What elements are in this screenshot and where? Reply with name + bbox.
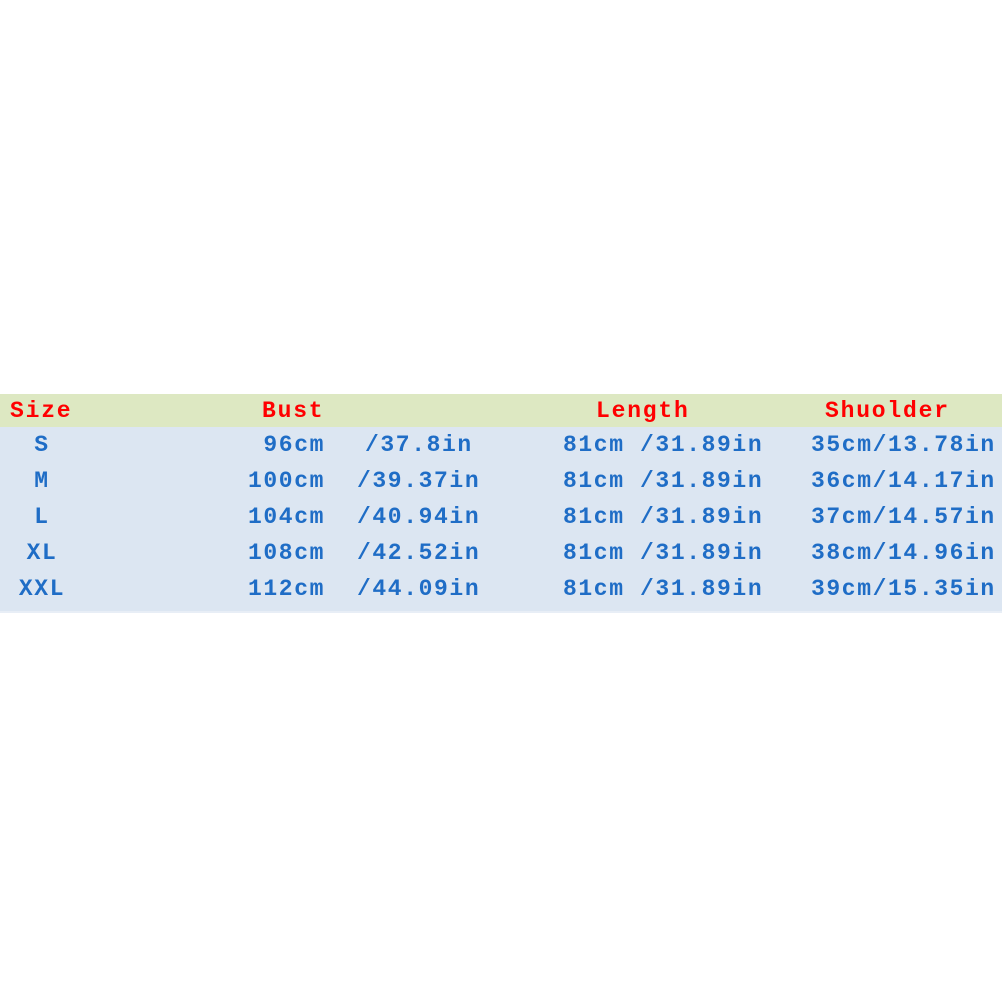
- bust-in-cell: /39.37in: [357, 468, 481, 494]
- bust-cm-cell: 112cm: [247, 576, 325, 602]
- length-cell: 81cm /31.89in: [563, 540, 764, 566]
- header-bust: Bust: [262, 398, 325, 424]
- shoulder-cell: 36cm/14.17in: [811, 468, 996, 494]
- size-cell: XL: [26, 540, 58, 566]
- bust-cm-cell: 108cm: [247, 540, 325, 566]
- bust-cm-cell: 100cm: [247, 468, 325, 494]
- size-cell: M: [34, 468, 50, 494]
- length-cell: 81cm /31.89in: [563, 432, 764, 458]
- size-cell: XXL: [18, 576, 66, 602]
- header-row: Size Bust Length Shuolder: [0, 394, 1002, 427]
- table-row: XL 108cm/42.52in 81cm /31.89in 38cm/14.96in: [0, 535, 1002, 571]
- header-length: Length: [596, 398, 690, 424]
- header-shoulder: Shuolder: [825, 398, 950, 424]
- table-row: S 96cm/37.8in 81cm /31.89in 35cm/13.78in: [0, 427, 1002, 463]
- bust-in-cell: /44.09in: [357, 576, 481, 602]
- bust-in-cell: /37.8in: [365, 432, 473, 458]
- shoulder-cell: 39cm/15.35in: [811, 576, 996, 602]
- bust-cm-cell: 96cm: [263, 432, 325, 458]
- length-cell: 81cm /31.89in: [563, 504, 764, 530]
- shoulder-cell: 38cm/14.96in: [811, 540, 996, 566]
- bust-in-cell: /40.94in: [357, 504, 481, 530]
- shoulder-cell: 35cm/13.78in: [811, 432, 996, 458]
- table-body: S 96cm/37.8in 81cm /31.89in 35cm/13.78in M 10…: [0, 427, 1002, 613]
- size-cell: L: [34, 504, 50, 530]
- bust-in-cell: /42.52in: [357, 540, 481, 566]
- header-size: Size: [10, 398, 73, 424]
- length-cell: 81cm /31.89in: [563, 468, 764, 494]
- bust-cm-cell: 104cm: [247, 504, 325, 530]
- shoulder-cell: 37cm/14.57in: [811, 504, 996, 530]
- table-row: M 100cm/39.37in 81cm /31.89in 36cm/14.17in: [0, 463, 1002, 499]
- size-cell: S: [34, 432, 50, 458]
- table-row: L 104cm/40.94in 81cm /31.89in 37cm/14.57in: [0, 499, 1002, 535]
- table-row: XXL 112cm/44.09in 81cm /31.89in 39cm/15.35i…: [0, 571, 1002, 607]
- length-cell: 81cm /31.89in: [563, 576, 764, 602]
- size-chart-table: Size Bust Length Shuolder S 96cm/37.8in 81…: [0, 394, 1002, 613]
